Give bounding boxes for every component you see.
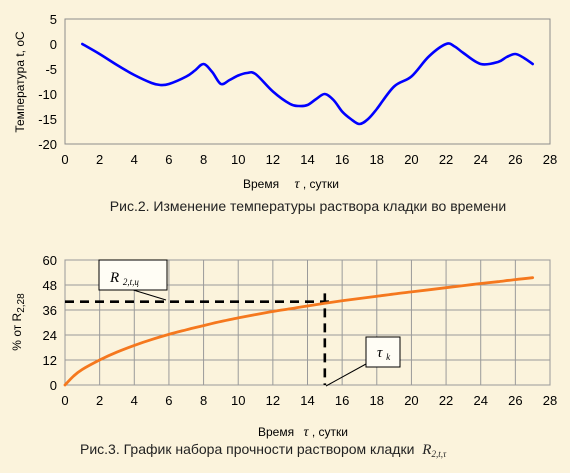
strength-caption-symbol-sub: 2,t,τ — [431, 449, 447, 459]
temperature-plot-area — [64, 18, 551, 145]
strength-x-tick-label: 2 — [96, 393, 103, 408]
annotation-r-box: R 2,t,ц — [98, 259, 168, 291]
annotation-tau-box: τ k — [365, 336, 401, 368]
temperature-x-tick-label: 24 — [473, 152, 487, 167]
strength-y-tick-label: 0 — [50, 378, 57, 393]
temperature-x-ticks: 0 2 4 6 8 10 12 14 16 18 20 22 24 26 28 — [61, 152, 557, 167]
strength-x-axis-unit: , сутки — [312, 425, 348, 439]
strength-y-axis-label: % от R2,28 — [10, 293, 27, 351]
temperature-caption: Рис.2. Изменение температуры раствора кл… — [110, 198, 506, 214]
temperature-y-tick-label: 0 — [50, 37, 57, 52]
strength-x-axis-word: Время — [258, 425, 294, 439]
temperature-x-tick-label: 18 — [370, 152, 384, 167]
temperature-y-tick-label: -15 — [38, 112, 57, 127]
temperature-x-tick-label: 2 — [96, 152, 103, 167]
temperature-x-tick-label: 28 — [543, 152, 557, 167]
temperature-x-tick-label: 10 — [231, 152, 245, 167]
strength-y-tick-label: 60 — [43, 253, 57, 268]
strength-x-tick-label: 0 — [61, 393, 68, 408]
temperature-x-tick-label: 4 — [131, 152, 138, 167]
temperature-x-axis-word: Время — [243, 177, 279, 191]
temperature-x-tick-label: 16 — [335, 152, 349, 167]
strength-x-tick-label: 18 — [370, 393, 384, 408]
strength-series-line — [63, 276, 535, 387]
temperature-x-tick-label: 8 — [200, 152, 207, 167]
strength-x-tick-label: 20 — [404, 393, 418, 408]
strength-x-tick-label: 22 — [439, 393, 453, 408]
annotation-r-sub: 2,t,ц — [123, 277, 140, 287]
temperature-y-axis-label: Температура t, oC — [13, 31, 27, 133]
strength-x-tick-label: 16 — [335, 393, 349, 408]
strength-caption: Рис.3. График набора прочности раствором… — [80, 441, 447, 459]
strength-y-axis-sub: 2,28 — [16, 293, 27, 313]
annotation-r-leader — [129, 288, 167, 301]
temperature-y-tick-label: -5 — [45, 62, 57, 77]
strength-y-ticks: 0 12 24 36 48 60 — [43, 253, 57, 393]
annotation-tau-main: τ — [377, 345, 383, 361]
svg-text:τ k: τ k — [377, 345, 391, 362]
temperature-x-tick-label: 6 — [165, 152, 172, 167]
strength-x-tick-label: 24 — [473, 393, 487, 408]
temperature-x-axis-symbol: τ — [294, 177, 300, 192]
temperature-x-tick-label: 14 — [300, 152, 314, 167]
strength-y-tick-label: 36 — [43, 303, 57, 318]
temperature-chart: 50-5-10-15-20 0 2 4 6 8 10 12 14 16 18 20 22 24 26 28 … — [13, 12, 557, 214]
strength-y-tick-label: 24 — [43, 328, 57, 343]
strength-caption-symbol: R — [421, 442, 431, 458]
strength-y-axis-text: % от R — [10, 312, 24, 350]
temperature-y-tick-label: -20 — [38, 137, 57, 152]
strength-y-tick-label: 48 — [43, 278, 57, 293]
temperature-series-line — [81, 42, 534, 126]
annotation-tau-leader — [325, 363, 367, 387]
temperature-x-axis-unit: , сутки — [303, 177, 339, 191]
strength-x-tick-label: 6 — [165, 393, 172, 408]
strength-caption-text: Рис.3. График набора прочности раствором… — [80, 441, 414, 457]
strength-x-tick-label: 12 — [266, 393, 280, 408]
svg-text:R 2,t,ц: R 2,t,ц — [109, 270, 139, 287]
strength-x-ticks: 0 2 4 6 8 10 12 14 16 18 20 22 24 26 28 — [61, 393, 557, 408]
temperature-x-tick-label: 12 — [266, 152, 280, 167]
annotation-tau-sub: k — [386, 352, 391, 362]
temperature-x-tick-label: 20 — [404, 152, 418, 167]
temperature-y-ticks: 5 0 -5 -10 -15 -20 — [38, 12, 57, 152]
annotation-r-main: R — [109, 270, 119, 286]
temperature-x-tick-label: 0 — [61, 152, 68, 167]
strength-x-tick-label: 4 — [131, 393, 138, 408]
temperature-x-axis-label: Время τ , сутки — [243, 177, 339, 192]
strength-x-tick-label: 26 — [508, 393, 522, 408]
strength-x-axis-label: Время τ , сутки — [258, 425, 348, 440]
temperature-x-tick-label: 26 — [508, 152, 522, 167]
strength-x-tick-label: 8 — [200, 393, 207, 408]
temperature-y-tick-label: 5 — [50, 12, 57, 27]
strength-x-tick-label: 28 — [543, 393, 557, 408]
temperature-x-tick-label: 22 — [439, 152, 453, 167]
strength-x-axis-symbol: τ — [303, 425, 309, 440]
strength-x-tick-label: 14 — [300, 393, 314, 408]
strength-x-tick-label: 10 — [231, 393, 245, 408]
temperature-y-tick-label: -10 — [38, 87, 57, 102]
strength-y-tick-label: 12 — [43, 353, 57, 368]
